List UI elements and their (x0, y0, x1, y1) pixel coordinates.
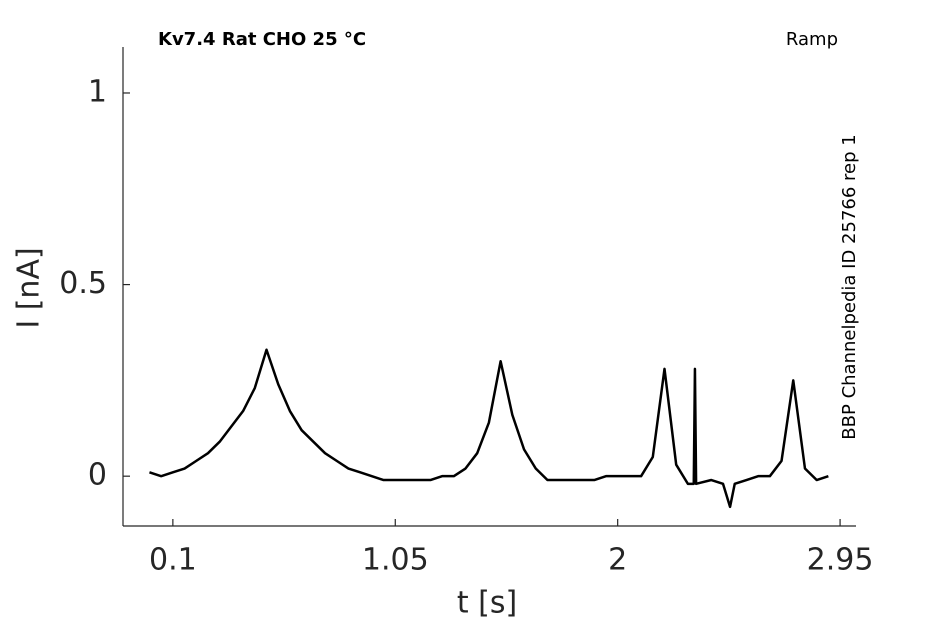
x-tick-label: 2 (608, 543, 627, 578)
chart-title: Kv7.4 Rat CHO 25 °C (158, 29, 366, 50)
source-annotation: BBP Channelpedia ID 25766 rep 1 (839, 134, 860, 439)
y-tick-label: 0 (88, 458, 107, 493)
x-axis-label: t [s] (457, 586, 517, 621)
y-tick-label: 1 (88, 74, 107, 109)
x-tick-label: 2.95 (807, 543, 874, 578)
x-tick-label: 0.1 (149, 543, 197, 578)
x-tick-label: 1.05 (362, 543, 429, 578)
current-trace (149, 348, 829, 509)
protocol-label: Ramp (786, 29, 838, 50)
y-tick-label: 0.5 (59, 266, 107, 301)
y-axis-label: I [nA] (12, 247, 47, 328)
